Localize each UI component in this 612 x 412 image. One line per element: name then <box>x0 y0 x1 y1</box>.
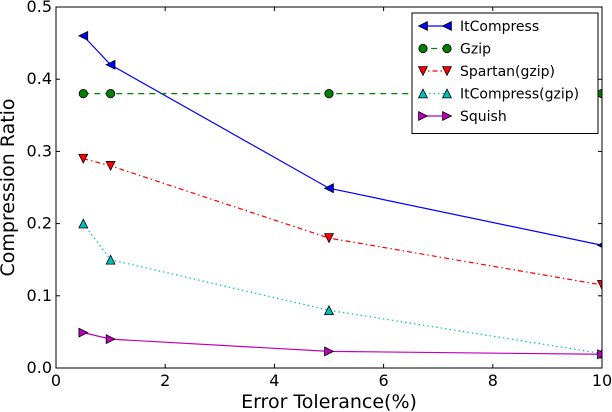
legend-marker <box>441 88 453 99</box>
x-tick-label: 0 <box>51 371 61 390</box>
x-axis-label: Error Tolerance(%) <box>241 391 417 412</box>
series-itcompress <box>78 30 602 248</box>
data-point <box>78 30 89 41</box>
legend-entry: Spartan(gzip) <box>417 64 555 80</box>
data-point <box>323 304 335 316</box>
x-tick-label: 10 <box>592 371 612 390</box>
y-axis: 0.0 0.1 0.2 0.3 0.4 0.5 <box>27 0 602 377</box>
y-tick-label: 0.4 <box>27 69 52 88</box>
data-point <box>105 59 116 70</box>
data-point <box>105 334 116 345</box>
data-point <box>324 346 335 357</box>
series-itcompress-gzip <box>78 218 602 359</box>
data-point <box>78 89 88 99</box>
data-point <box>324 89 334 99</box>
y-tick-label: 0.1 <box>27 286 52 305</box>
y-tick-label: 0.5 <box>27 0 52 16</box>
data-point <box>106 89 116 99</box>
legend-entry: Gzip <box>418 42 491 58</box>
series-line <box>83 158 602 286</box>
data-point <box>78 327 89 338</box>
data-point <box>78 218 89 229</box>
data-point <box>596 280 602 291</box>
data-point <box>105 254 116 265</box>
plot-frame <box>55 6 603 369</box>
legend-label: Squish <box>460 109 507 125</box>
data-point <box>105 161 116 172</box>
data-point <box>78 153 89 164</box>
data-point <box>596 242 602 248</box>
x-tick-label: 2 <box>160 371 170 390</box>
series-line <box>83 332 602 355</box>
series-line <box>82 35 602 246</box>
series-spartan-gzip <box>78 153 602 291</box>
legend-label: Gzip <box>460 42 491 58</box>
data-point <box>597 349 602 360</box>
legend-entry: ItCompress <box>417 19 539 35</box>
data-point <box>323 183 334 194</box>
legend-entry: ItCompress(gzip) <box>417 87 579 103</box>
y-tick-label: 0.0 <box>27 358 52 377</box>
legend-marker <box>418 43 428 54</box>
legend-marker <box>417 20 428 32</box>
series-gzip <box>78 89 602 99</box>
series-squish <box>78 327 602 360</box>
legend-marker <box>442 110 453 122</box>
y-tick-label: 0.2 <box>27 214 52 233</box>
legend-marker <box>441 66 453 77</box>
y-axis-label: Compression Ratio <box>0 98 19 276</box>
x-tick-label: 8 <box>488 371 498 390</box>
legend-marker <box>441 20 452 32</box>
legend-label: ItCompress <box>460 19 539 35</box>
legend: ItCompress Gzip Spartan(gzip) ItCompress(gz… <box>411 12 599 134</box>
legend-marker <box>442 43 452 54</box>
legend-marker <box>418 110 429 122</box>
legend-entry: Squish <box>418 109 507 125</box>
legend-label: Spartan(gzip) <box>460 64 555 80</box>
x-tick-label: 4 <box>269 371 279 390</box>
y-tick-label: 0.3 <box>27 141 52 160</box>
legend-label: ItCompress(gzip) <box>460 87 579 103</box>
data-point <box>323 233 335 244</box>
x-tick-label: 6 <box>379 371 389 390</box>
series-line <box>82 223 602 355</box>
legend-marker <box>417 88 429 99</box>
x-axis: 0 2 4 6 8 10 <box>51 7 612 390</box>
legend-marker <box>417 66 429 77</box>
